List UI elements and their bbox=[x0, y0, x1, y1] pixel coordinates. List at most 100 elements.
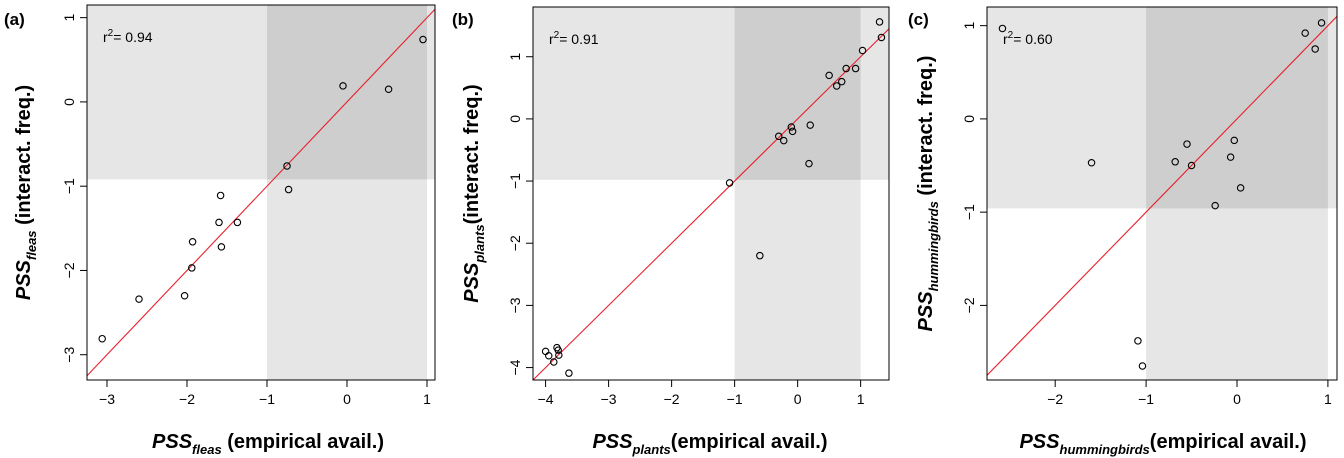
y-tick-label: 0 bbox=[61, 98, 77, 106]
r-squared-base: r bbox=[1003, 31, 1008, 47]
data-point bbox=[837, 77, 846, 86]
data-point bbox=[725, 179, 734, 187]
data-point bbox=[215, 218, 223, 227]
r-squared-sup: 2 bbox=[554, 30, 560, 41]
x-tick-label: 1 bbox=[857, 391, 865, 407]
y-tick-label: 1 bbox=[507, 53, 523, 61]
y-tick-label: −1 bbox=[61, 178, 77, 194]
data-point bbox=[877, 33, 886, 42]
data-point bbox=[384, 85, 393, 94]
y-label-prefix: PSS bbox=[13, 259, 35, 300]
y-label-subscript: hummingbirds bbox=[926, 201, 941, 291]
y-axis-label: PSSplants(interact. freq.) bbox=[461, 84, 487, 302]
data-point bbox=[1183, 140, 1191, 148]
x-tick-label: −1 bbox=[727, 391, 743, 407]
y-tick-label: 1 bbox=[961, 22, 977, 30]
y-label-text: (interact. freq.) bbox=[461, 84, 483, 224]
data-point bbox=[550, 358, 558, 366]
shade-overlap bbox=[734, 7, 861, 180]
plot-frame bbox=[986, 6, 1338, 381]
y-label-text: (interact. freq.) bbox=[13, 85, 35, 231]
shade-overlap bbox=[1146, 7, 1328, 209]
y-tick-label: 0 bbox=[507, 115, 523, 123]
x-tick-label: −1 bbox=[1138, 391, 1154, 407]
y-tick-label: −2 bbox=[61, 262, 77, 278]
x-tick-label: 0 bbox=[1233, 391, 1241, 407]
data-point bbox=[98, 334, 106, 343]
data-point bbox=[788, 127, 797, 136]
data-point bbox=[188, 238, 197, 246]
data-point bbox=[1211, 201, 1219, 210]
x-axis-label: PSSfleas (empirical avail.) bbox=[152, 431, 384, 457]
y-tick-label: −2 bbox=[961, 297, 977, 313]
y-label-prefix: PSS bbox=[915, 291, 937, 332]
data-point bbox=[541, 347, 550, 356]
data-point bbox=[1138, 362, 1147, 370]
fit-line bbox=[987, 15, 1337, 377]
y-tick-label: −4 bbox=[507, 359, 523, 375]
y-tick-label: −1 bbox=[961, 204, 977, 220]
x-label-prefix: PSS bbox=[592, 431, 633, 453]
r-squared-sup: 2 bbox=[1008, 30, 1014, 41]
data-point bbox=[998, 24, 1007, 33]
data-point bbox=[1317, 19, 1326, 27]
data-point bbox=[787, 123, 796, 131]
data-point bbox=[825, 71, 833, 80]
data-point bbox=[135, 295, 143, 303]
shading-group bbox=[87, 5, 435, 380]
x-label-subscript: fleas bbox=[192, 442, 222, 457]
x-label-prefix: PSS bbox=[152, 431, 193, 453]
data-point bbox=[806, 121, 814, 129]
x-label-text: (empirical avail.) bbox=[222, 431, 384, 453]
data-point bbox=[832, 82, 841, 90]
data-point bbox=[875, 18, 884, 26]
y-tick-label: 1 bbox=[61, 14, 77, 22]
x-tick-label: 0 bbox=[343, 391, 351, 407]
x-tick-label: −2 bbox=[1047, 391, 1063, 407]
data-point bbox=[1187, 161, 1196, 170]
data-point bbox=[851, 64, 860, 73]
r-squared-annotation: r2= 0.91 bbox=[549, 30, 599, 47]
data-point bbox=[545, 352, 553, 360]
y-label-subscript: fleas bbox=[24, 230, 39, 260]
x-tick-label: −3 bbox=[601, 391, 617, 407]
y-tick-label: 0 bbox=[961, 115, 977, 123]
plot-frame bbox=[86, 4, 436, 381]
r-squared-base: r bbox=[549, 31, 554, 47]
panel-label: (c) bbox=[908, 10, 929, 29]
data-point bbox=[419, 35, 427, 44]
y-tick-label: −3 bbox=[61, 347, 77, 363]
data-point bbox=[180, 291, 189, 300]
x-label-prefix: PSS bbox=[1019, 431, 1060, 453]
r-squared-value: = 0.94 bbox=[113, 29, 153, 45]
data-point bbox=[1171, 158, 1179, 166]
y-label-subscript: plants bbox=[472, 224, 487, 263]
data-point bbox=[805, 159, 813, 168]
panel-label: (b) bbox=[452, 10, 474, 29]
y-tick-label: −3 bbox=[507, 297, 523, 313]
x-tick-label: −2 bbox=[664, 391, 680, 407]
x-label-text: (empirical avail.) bbox=[1150, 431, 1307, 453]
panel-b: −4 −3 −2 −1 0 1−4−3−2−101(b)r2= 0.91PSSplants… bbox=[452, 6, 890, 457]
y-label-text: (interact. freq.) bbox=[915, 56, 937, 202]
panel-label: (a) bbox=[4, 10, 25, 29]
data-point bbox=[284, 185, 293, 194]
x-axis-label: PSSplants(empirical avail.) bbox=[592, 431, 827, 457]
x-tick-label: −4 bbox=[538, 391, 554, 407]
x-tick-label: 1 bbox=[423, 391, 431, 407]
shade-overlap bbox=[267, 5, 427, 180]
data-point bbox=[217, 243, 226, 251]
r-squared-value: = 0.91 bbox=[559, 31, 599, 47]
data-point bbox=[283, 162, 291, 170]
data-point bbox=[858, 46, 867, 55]
shading-group bbox=[987, 7, 1337, 380]
r-squared-annotation: r2= 0.94 bbox=[103, 28, 153, 45]
r-squared-sup: 2 bbox=[108, 28, 114, 39]
fit-line bbox=[87, 8, 435, 377]
data-point bbox=[1236, 184, 1245, 192]
y-tick-label: −2 bbox=[507, 235, 523, 251]
x-tick-label: 0 bbox=[794, 391, 802, 407]
y-axis-label: PSSfleas (interact. freq.) bbox=[13, 85, 39, 300]
data-point bbox=[1226, 153, 1235, 161]
